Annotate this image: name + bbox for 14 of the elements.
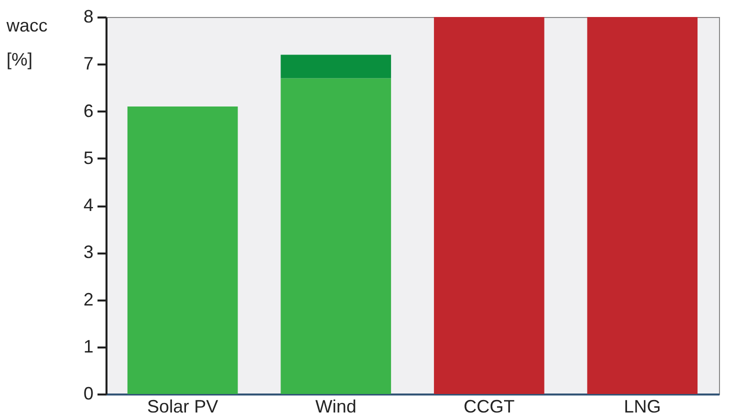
y-tick-label: 3 <box>83 242 94 262</box>
y-tick-label: 2 <box>83 289 94 310</box>
x-tick-label: CCGT <box>464 396 515 416</box>
y-tick-label: 8 <box>83 6 94 26</box>
y-tick-label: 6 <box>83 100 94 121</box>
x-tick-label: LNG <box>624 396 661 416</box>
y-tick-label: 0 <box>83 384 94 404</box>
y-tick-label: 4 <box>83 195 94 215</box>
y-tick-label: 5 <box>83 148 94 168</box>
y-axis-title: wacc [%] <box>6 16 48 70</box>
y-tick-label: 7 <box>83 54 94 74</box>
y-tick-label: 1 <box>83 336 94 356</box>
x-tick-label: Solar PV <box>147 396 218 416</box>
x-tick-label: Wind <box>315 396 356 416</box>
